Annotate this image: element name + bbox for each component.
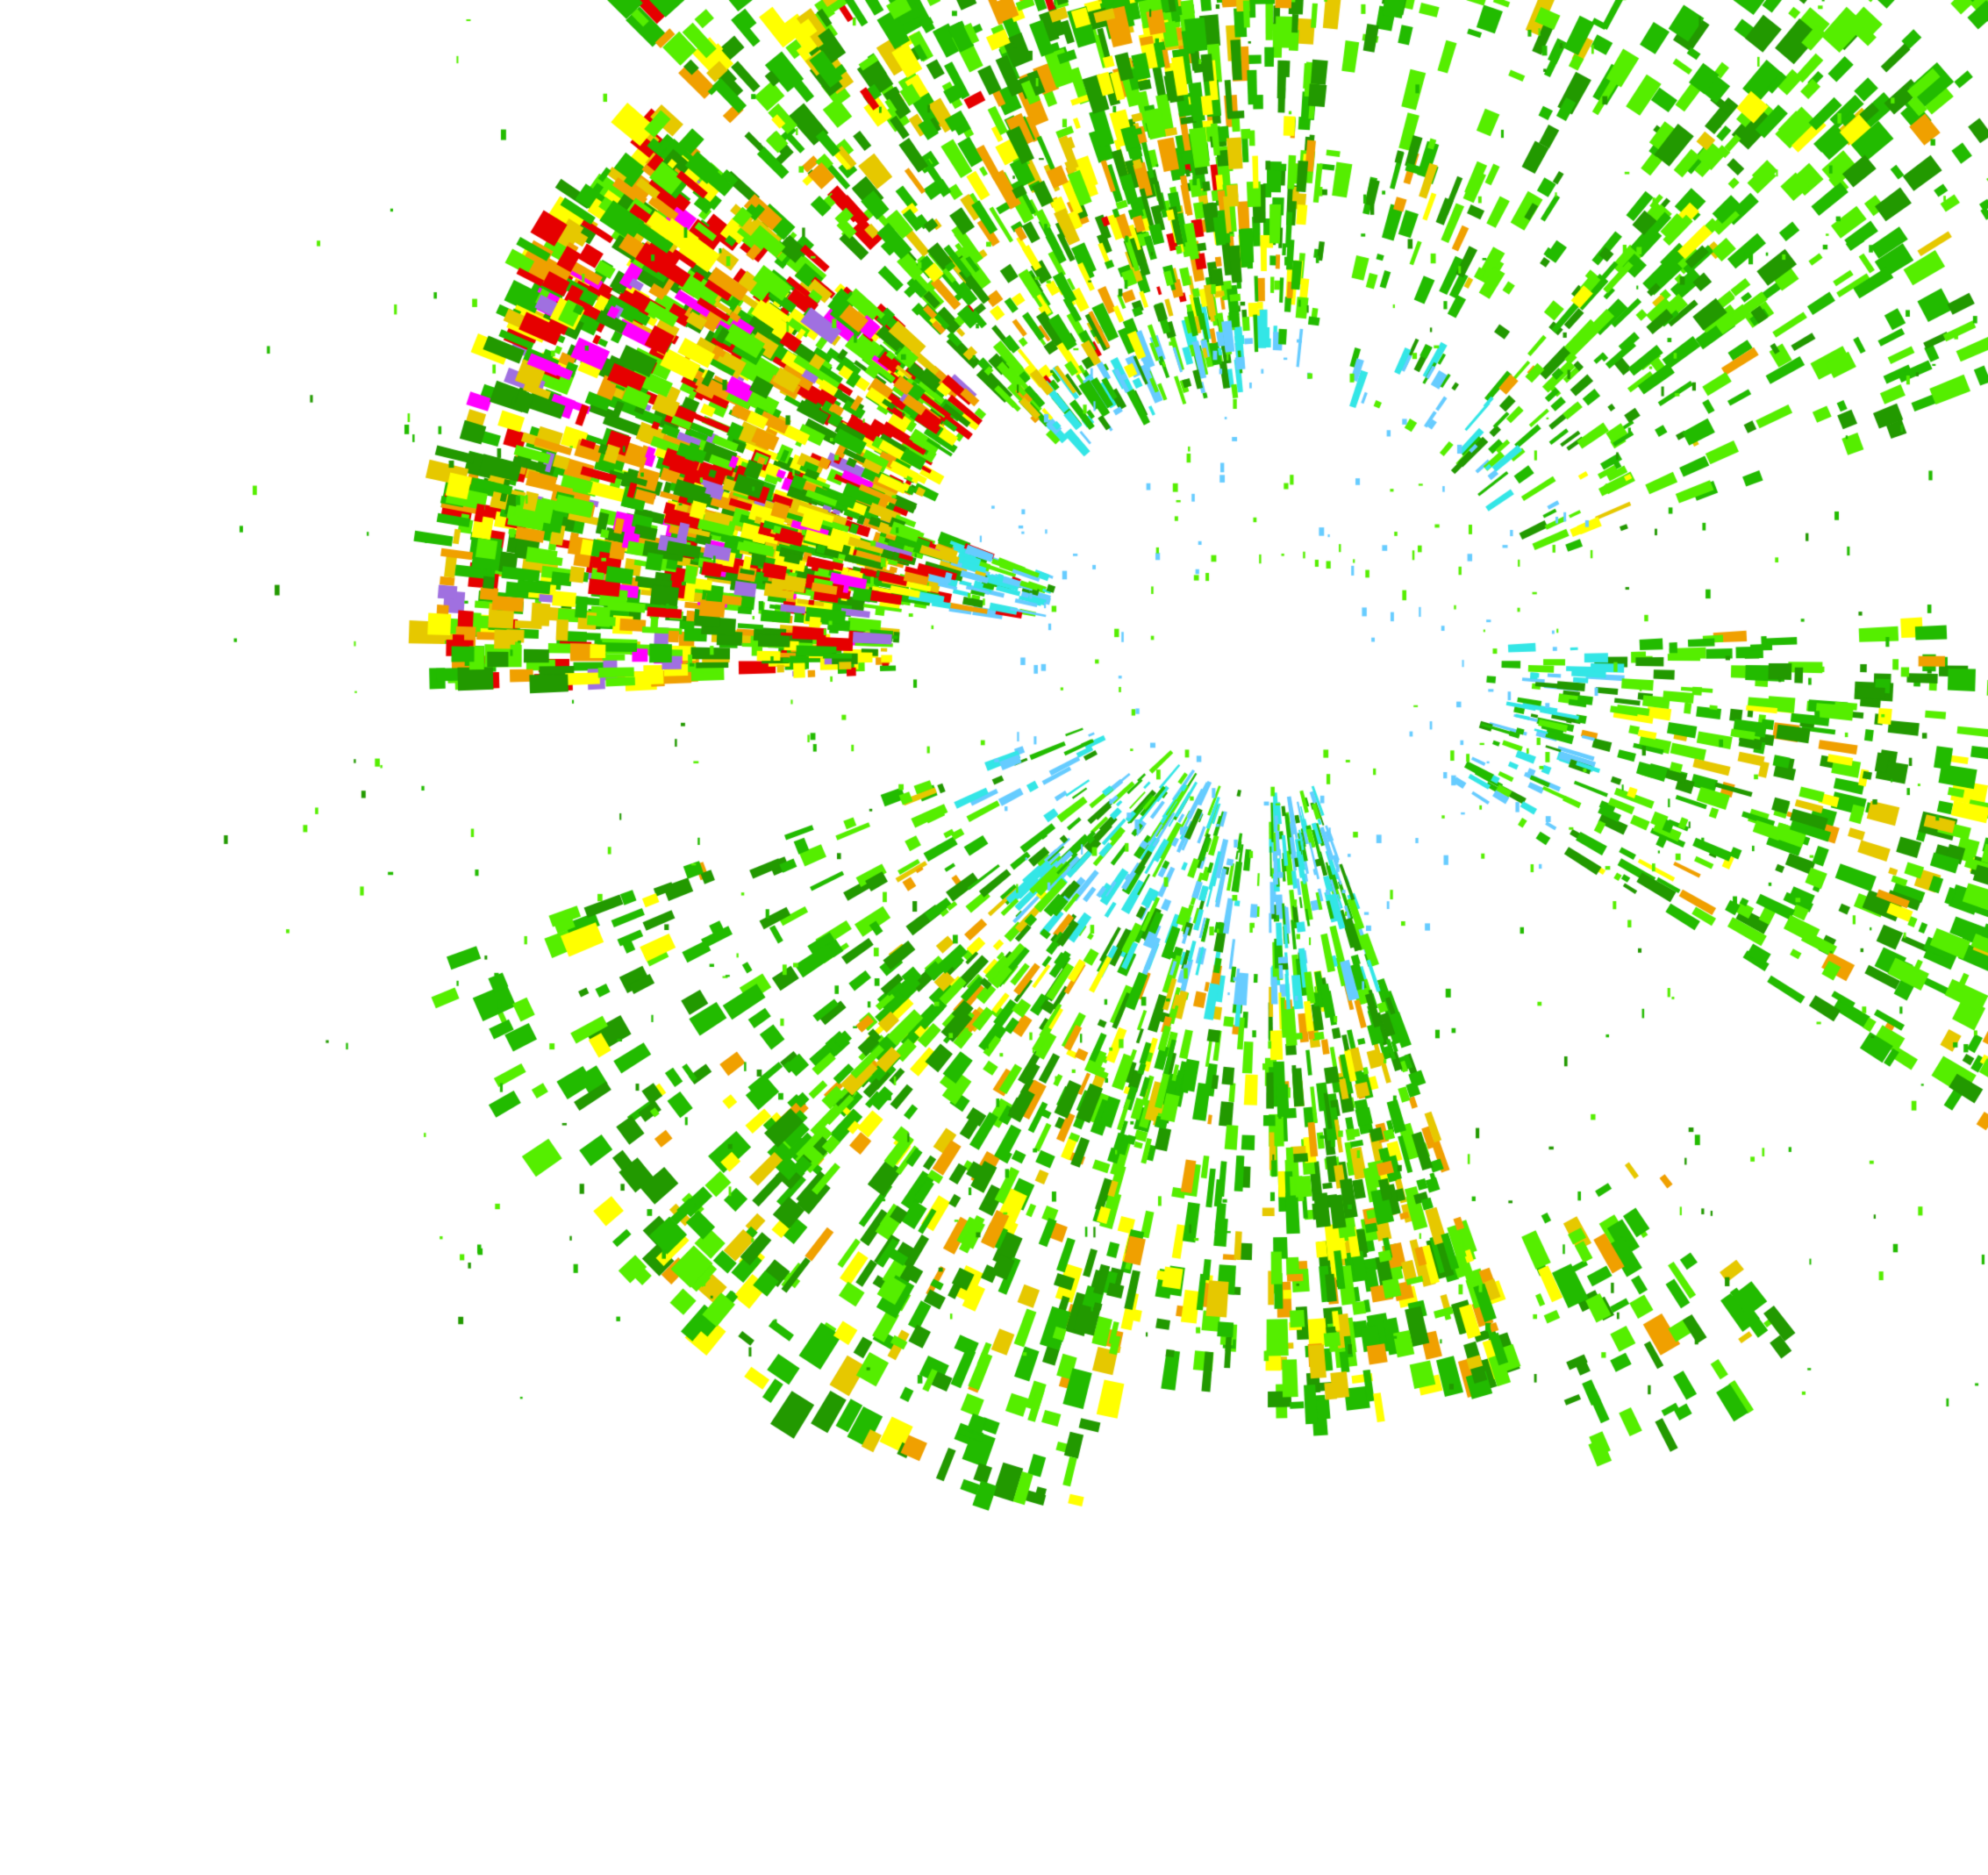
radar-reflectivity-map: [0, 0, 1988, 1875]
